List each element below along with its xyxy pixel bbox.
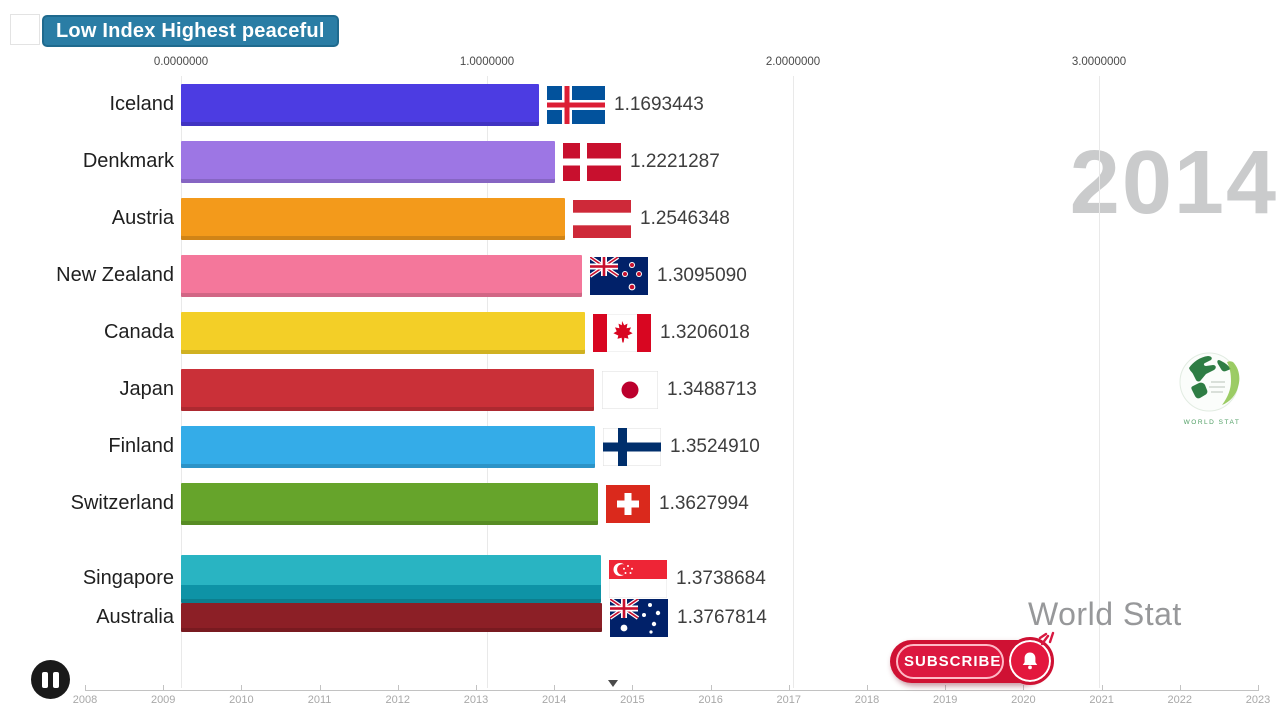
timeline-year-label: 2020 [1011,694,1036,706]
timeline-tick [241,685,243,691]
country-label: Denkmark [82,150,174,172]
timeline-tick [163,685,165,691]
subscribe-button[interactable]: SUBSCRIBE [890,631,1055,685]
timeline-year-label: 2019 [932,694,958,706]
bar-value-label: 1.3738684 [676,568,766,589]
timeline-year-label: 2022 [1167,694,1193,706]
is-flag-icon [547,86,605,124]
ch-flag-icon [606,485,650,523]
au-flag-icon [610,598,668,637]
bar-value-label: 1.3767814 [677,606,767,628]
globe-leaf-icon [1179,352,1240,412]
axis-tick-label: 0.0000000 [153,56,209,68]
country-label: Canada [103,321,174,343]
timeline-tick [1023,685,1025,691]
country-label: Japan [119,378,175,400]
bar-value-label: 1.2221287 [630,151,720,172]
timeline-tick [397,685,399,691]
pause-icon [53,671,59,688]
timeline-tick [85,685,86,691]
timeline-tick [554,685,556,691]
gridline [793,76,794,688]
year-display: 2014 [1069,133,1278,233]
bar-value-label: 1.3524910 [670,436,760,457]
bar-value-label: 1.3095090 [657,265,747,286]
country-bar [181,255,582,297]
timeline-year-label: 2008 [72,694,98,706]
country-label: Singapore [82,567,174,589]
fi-flag-icon [603,428,661,466]
timeline-tick [867,685,868,691]
corner-checkbox [10,14,40,45]
bell-icon[interactable] [1006,637,1054,685]
country-bar [181,84,539,126]
timeline-tick [945,685,947,691]
ca-flag-icon [593,314,651,352]
bar-value-label: 1.3206018 [660,322,750,343]
country-label: Austria [111,207,174,229]
country-bar [181,369,594,411]
timeline-tick [476,685,477,691]
timeline-tick [710,685,712,691]
timeline-line [85,690,1258,691]
dk-flag-icon [563,143,621,181]
country-bar [181,483,598,525]
timeline-year-label: 2015 [620,694,645,706]
pause-button[interactable] [31,660,70,699]
timeline-year-label: 2012 [385,694,411,706]
pause-icon [42,671,48,688]
country-bar [181,198,565,240]
country-label: Finland [108,435,174,457]
country-bar [181,426,595,468]
bar-value-label: 1.2546348 [640,208,730,229]
timeline-year-label: 2016 [698,694,723,706]
gridline [1099,76,1100,688]
timeline-year-label: 2010 [229,694,254,706]
axis-tick-label: 1.0000000 [459,56,515,68]
country-bar [181,603,602,632]
bar-value-label: 1.3627994 [659,493,749,514]
world-stat-logo: WORLD STAT [1172,350,1252,426]
country-bar [181,312,585,354]
axis-tick-label: 2.0000000 [765,56,821,68]
timeline-year-label: 2009 [150,694,176,706]
at-flag-icon [573,200,631,238]
timeline-tick [632,685,634,691]
subscribe-label[interactable]: SUBSCRIBE [896,644,1004,679]
bar-value-label: 1.3488713 [667,379,757,400]
jp-flag-icon [602,371,658,409]
logo-caption: WORLD STAT [1183,419,1241,426]
timeline-year-label: 2014 [541,694,567,706]
timeline-tick [1258,685,1259,691]
country-label: New Zealand [56,264,174,286]
timeline-year-label: 2013 [463,694,489,706]
axis-tick-label: 3.0000000 [1071,56,1127,68]
country-label: Switzerland [70,492,174,514]
sg-flag-icon [609,560,667,598]
timeline-tick [1101,685,1103,691]
timeline-year-label: 2018 [854,694,880,706]
bell-ring-lines [1038,631,1055,646]
timeline-tick [1179,685,1181,691]
nz-flag-icon [590,257,648,295]
country-label: Australia [96,605,174,628]
timeline-year-label: 2023 [1245,694,1271,706]
bar-value-label: 1.1693443 [614,94,704,115]
watermark-text: World Stat [1028,596,1182,632]
subscribe-pill[interactable]: SUBSCRIBE [890,631,1055,685]
timeline-marker[interactable] [607,680,618,687]
chart-title-badge: Low Index Highest peaceful [42,15,339,47]
country-bar [181,555,601,603]
timeline-year-label: 2017 [776,694,802,706]
timeline-year-label: 2021 [1089,694,1114,706]
country-bar [181,141,555,183]
timeline-tick [788,685,790,691]
country-label: Iceland [109,93,175,115]
timeline-year-label: 2011 [307,694,332,706]
timeline-tick [319,685,321,691]
